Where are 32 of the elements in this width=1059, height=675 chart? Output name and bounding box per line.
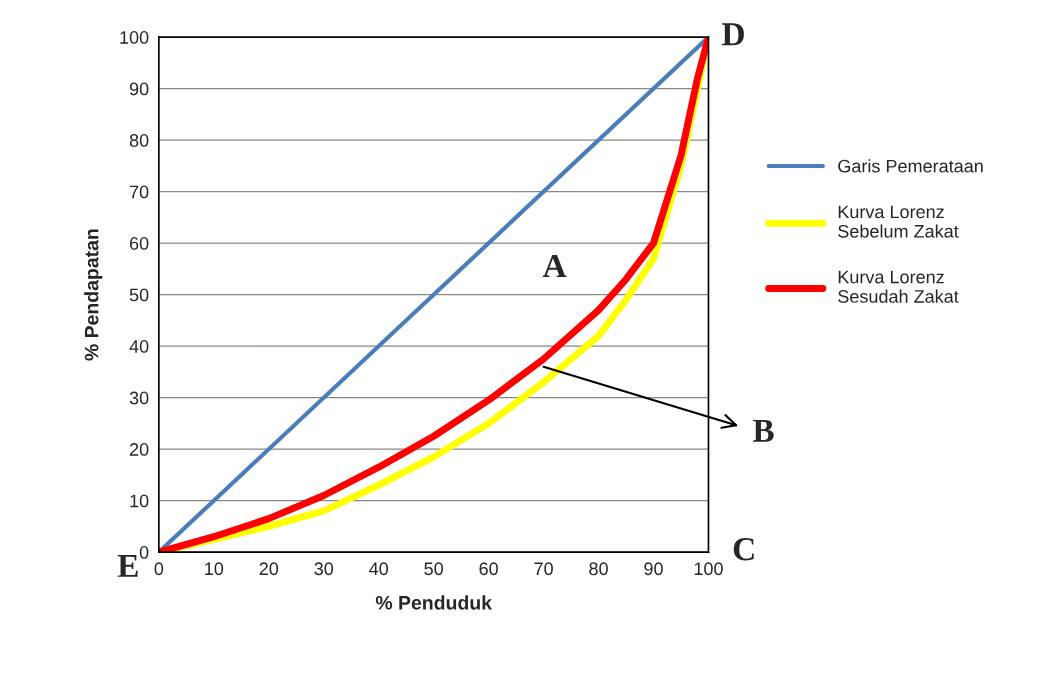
y-tick-label: 20 <box>129 443 149 456</box>
x-tick-label: 50 <box>424 562 443 576</box>
y-tick-label: 90 <box>129 82 149 96</box>
y-tick-label: 60 <box>129 237 149 250</box>
y-tick-label: 80 <box>129 134 149 147</box>
y-tick-label: 100 <box>120 31 149 44</box>
y-tick-label: 10 <box>130 494 149 508</box>
legend-label: Kurva Lorenz Sebelum Zakat <box>838 205 959 238</box>
y-tick-label: 0 <box>139 546 149 559</box>
x-tick-label: 90 <box>644 562 663 576</box>
x-tick-label: 80 <box>589 562 608 576</box>
y-tick-label: 30 <box>129 391 149 405</box>
x-tick-label: 10 <box>205 562 224 576</box>
annotation: B <box>752 419 774 442</box>
text: C <box>733 538 754 561</box>
x-axis-title: % Penduduk <box>375 595 493 610</box>
y-tick-label: 40 <box>129 340 149 353</box>
legend-label: Garis Pemerataan <box>838 159 983 173</box>
x-tick-label: 70 <box>534 562 553 576</box>
annotation: D <box>722 23 744 46</box>
y-tick-label: 70 <box>129 185 149 199</box>
annotation: E <box>117 555 138 577</box>
x-tick-label: 100 <box>694 562 723 576</box>
annotation: A <box>542 254 567 277</box>
y-tick-label: 50 <box>129 288 149 302</box>
legend-label: Kurva Lorenz Sesudah Zakat <box>838 270 959 303</box>
x-tick-label: 0 <box>154 562 164 576</box>
x-tick-label: 20 <box>259 562 279 576</box>
y-axis-title: % Pendapatan <box>84 229 103 361</box>
x-tick-label: 40 <box>369 562 389 576</box>
x-tick-label: 60 <box>479 562 498 576</box>
x-tick-label: 30 <box>314 562 334 576</box>
